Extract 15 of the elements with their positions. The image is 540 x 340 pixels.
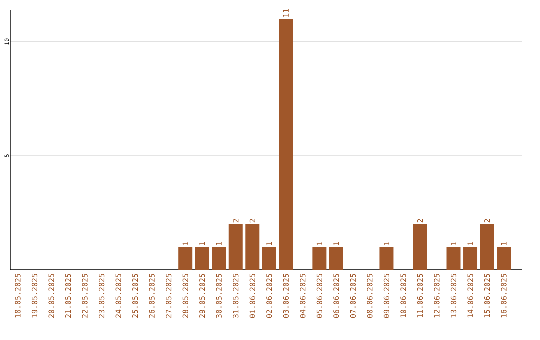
bar [178, 247, 193, 270]
bar [329, 247, 344, 270]
bar [212, 247, 226, 270]
bar [195, 247, 210, 270]
bar [312, 247, 327, 270]
bar [464, 247, 478, 270]
bar [246, 224, 260, 270]
bar [380, 247, 394, 270]
bar [446, 247, 461, 270]
bar [262, 247, 276, 270]
bar [497, 247, 512, 270]
bar [228, 224, 243, 270]
bar [480, 224, 494, 270]
bar [279, 19, 294, 270]
bar [413, 224, 428, 270]
